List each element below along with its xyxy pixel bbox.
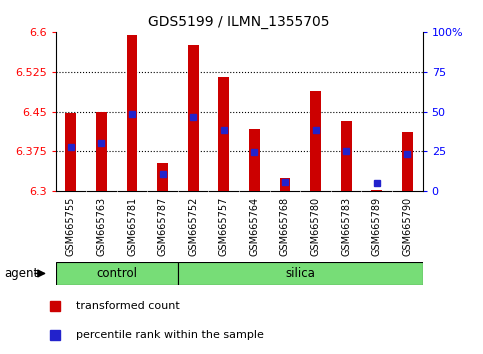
- Bar: [218, 77, 229, 191]
- Text: GSM665768: GSM665768: [280, 197, 290, 256]
- Bar: [341, 120, 352, 191]
- FancyBboxPatch shape: [178, 262, 423, 285]
- Text: silica: silica: [285, 267, 315, 280]
- Bar: [310, 91, 321, 191]
- Bar: [280, 178, 290, 191]
- Text: GSM665781: GSM665781: [127, 197, 137, 256]
- FancyBboxPatch shape: [56, 262, 178, 285]
- Title: GDS5199 / ILMN_1355705: GDS5199 / ILMN_1355705: [148, 16, 330, 29]
- Bar: [157, 163, 168, 191]
- Text: GSM665790: GSM665790: [402, 197, 412, 256]
- Text: GSM665764: GSM665764: [249, 197, 259, 256]
- Bar: [66, 113, 76, 191]
- Text: GSM665789: GSM665789: [372, 197, 382, 256]
- Text: GSM665780: GSM665780: [311, 197, 321, 256]
- Bar: [96, 112, 107, 191]
- Bar: [371, 190, 382, 191]
- Text: GSM665752: GSM665752: [188, 197, 198, 256]
- Text: GSM665757: GSM665757: [219, 197, 229, 256]
- Text: agent: agent: [4, 267, 39, 280]
- Text: GSM665755: GSM665755: [66, 197, 76, 256]
- Text: GSM665763: GSM665763: [97, 197, 106, 256]
- Text: GSM665787: GSM665787: [157, 197, 168, 256]
- Bar: [127, 34, 137, 191]
- Bar: [188, 45, 199, 191]
- Text: GSM665783: GSM665783: [341, 197, 351, 256]
- Text: control: control: [96, 267, 137, 280]
- Text: percentile rank within the sample: percentile rank within the sample: [76, 330, 264, 339]
- Text: transformed count: transformed count: [76, 301, 180, 311]
- Bar: [402, 132, 412, 191]
- Bar: [249, 129, 260, 191]
